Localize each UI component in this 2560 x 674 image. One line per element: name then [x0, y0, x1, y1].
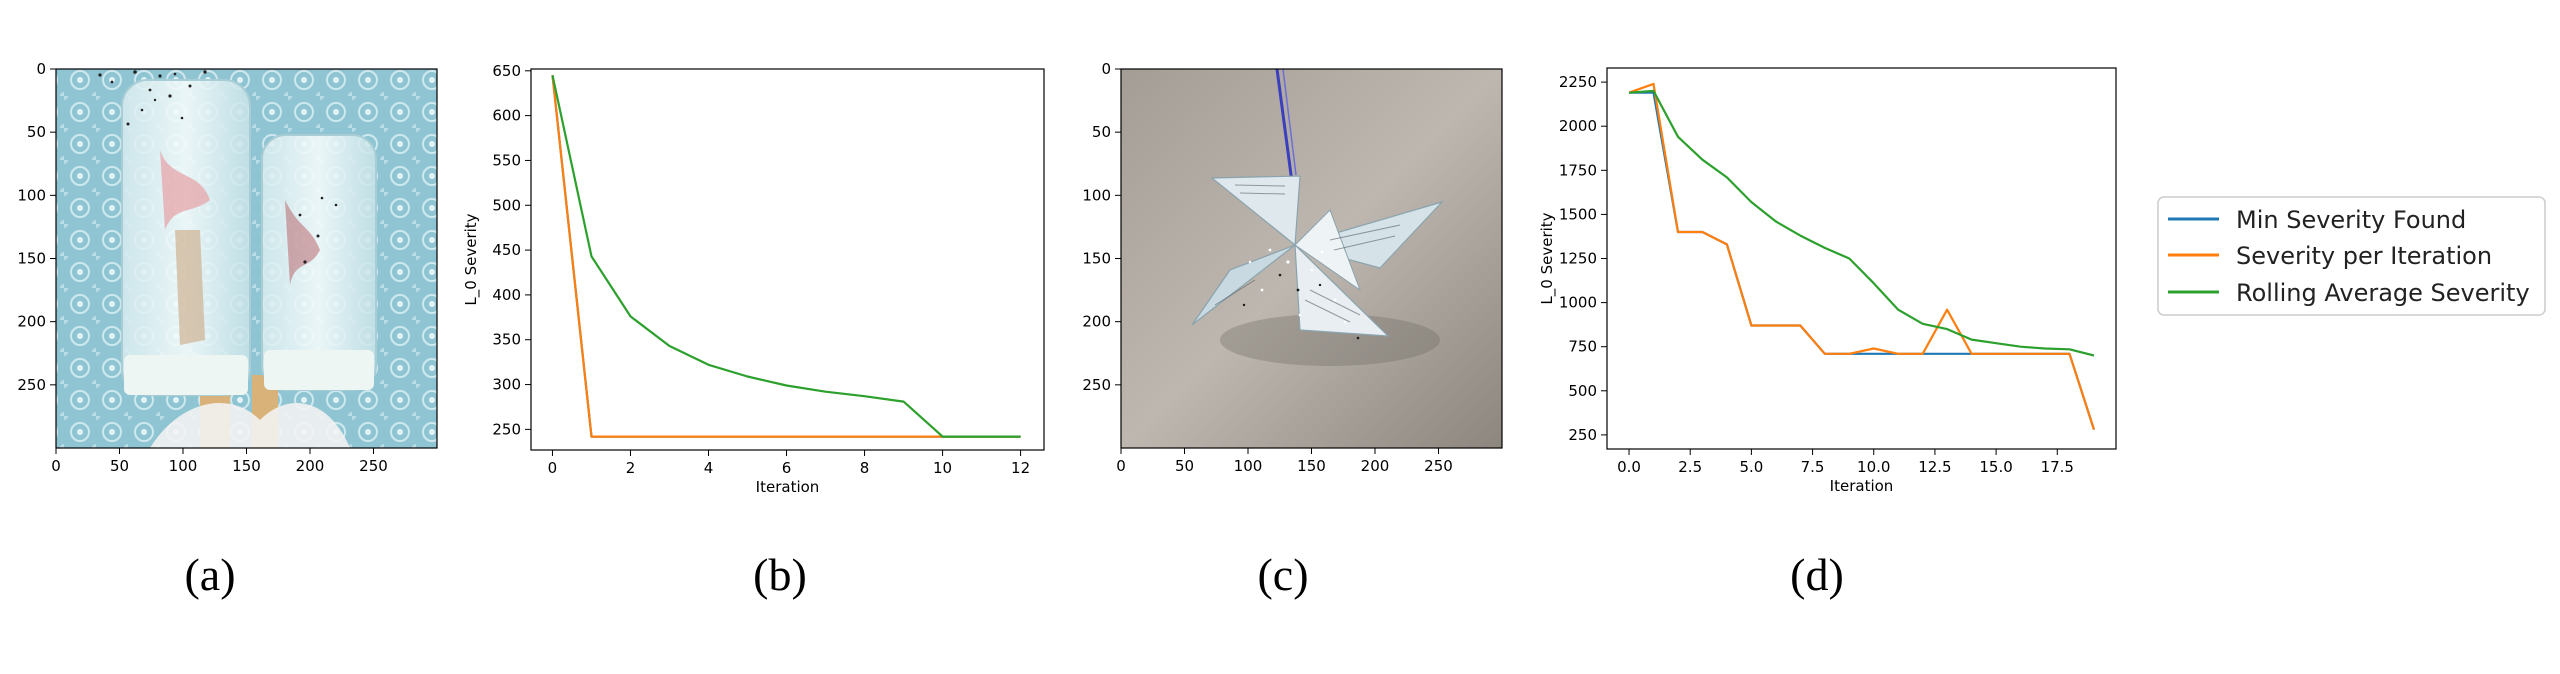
chart-b: 0 2 4 6 8 10 12 250 300 350 400 450 500 550 600 650 Iter… [462, 62, 1045, 496]
chart-b-xtick-label: 8 [860, 459, 870, 477]
image-c-ytick-label: 200 [1082, 313, 1111, 331]
image-a-ytick-label: 100 [17, 186, 46, 204]
chart-b-ylabel: L_0 Severity [462, 213, 481, 305]
chart-b-xtick-label: 12 [1011, 459, 1030, 477]
image-c-xtick-label: 150 [1297, 457, 1326, 475]
chart-b-series-rolling-average [551, 75, 1021, 438]
panel-a: 0 50 100 150 200 250 0 50 100 150 200 250 (a) [17, 60, 438, 600]
image-a-xtick-label: 250 [359, 457, 388, 475]
image-a-xtick-label: 50 [110, 457, 129, 475]
chart-b-ytick-label: 400 [492, 286, 521, 304]
image-c-ytick-label: 150 [1082, 250, 1111, 268]
panel-c: 0 50 100 150 200 250 0 50 100 150 200 250 (c) [1082, 60, 1503, 600]
chart-d-ytick-label: 500 [1568, 382, 1597, 400]
image-c-ytick-label: 50 [1092, 123, 1111, 141]
chart-d-ytick-label: 1750 [1559, 161, 1597, 179]
chart-d-ytick-label: 2000 [1559, 117, 1597, 135]
chart-d-series-rolling-average [1628, 89, 2095, 357]
chart-d-xtick-label: 12.5 [1918, 458, 1951, 476]
image-a-xtick-label: 150 [232, 457, 261, 475]
chart-d-frame [1606, 67, 2117, 450]
chart-b-ytick-label: 450 [492, 241, 521, 259]
image-a-xtick-label: 0 [51, 457, 61, 475]
chart-d-series-severity-per-iteration [1628, 82, 2096, 430]
caption-d: (d) [1790, 549, 1844, 600]
legend-item-per-iteration: Severity per Iteration [2236, 242, 2492, 270]
chart-b-xtick-label: 10 [933, 459, 952, 477]
chart-b-xtick-label: 0 [548, 459, 558, 477]
image-a-ytick-label: 50 [27, 123, 46, 141]
caption-c: (c) [1257, 549, 1308, 600]
caption-b: (b) [753, 549, 807, 600]
image-c-xtick-label: 50 [1175, 457, 1194, 475]
chart-d-ytick-label: 1500 [1559, 205, 1597, 223]
chart-d-xtick-label: 10.0 [1857, 458, 1890, 476]
chart-d: 0.0 2.5 5.0 7.5 10.0 12.5 15.0 17.5 250 500 750 100… [1538, 67, 2117, 495]
legend: Min Severity Found Severity per Iteratio… [2157, 196, 2546, 316]
chart-d-ytick-label: 750 [1568, 338, 1597, 356]
chart-d-xtick-label: 2.5 [1678, 458, 1702, 476]
chart-b-ytick-label: 550 [492, 151, 521, 169]
image-a-ytick-label: 150 [17, 250, 46, 268]
image-c-ytick-label: 0 [1101, 60, 1111, 78]
image-c-xtick-label: 100 [1234, 457, 1263, 475]
image-a-xtick-label: 200 [296, 457, 325, 475]
chart-d-xtick-label: 15.0 [1979, 458, 2012, 476]
panel-b: 0 2 4 6 8 10 12 250 300 350 400 450 500 550 600 650 Iter… [462, 62, 1045, 600]
image-a-xtick-label: 100 [169, 457, 198, 475]
image-a-ytick-label: 200 [17, 313, 46, 331]
legend-item-rolling: Rolling Average Severity [2236, 279, 2530, 307]
image-c-xtick-label: 0 [1116, 457, 1126, 475]
image-c-xtick-label: 250 [1424, 457, 1453, 475]
chart-d-ytick-label: 2250 [1559, 73, 1597, 91]
chart-d-ytick-label: 250 [1568, 426, 1597, 444]
chart-d-ylabel: L_0 Severity [1538, 212, 1557, 304]
image-c-ytick-label: 100 [1082, 186, 1111, 204]
image-a-ytick-label: 0 [36, 60, 46, 78]
chart-d-xtick-label: 5.0 [1739, 458, 1763, 476]
chart-b-ytick-label: 350 [492, 331, 521, 349]
chart-d-xtick-label: 17.5 [2041, 458, 2074, 476]
chart-b-xlabel: Iteration [756, 478, 820, 496]
panel-d: 0.0 2.5 5.0 7.5 10.0 12.5 15.0 17.5 250 500 750 100… [1538, 67, 2117, 600]
chart-b-ytick-label: 650 [492, 62, 521, 80]
chart-b-ytick-label: 500 [492, 196, 521, 214]
chart-b-ytick-label: 600 [492, 107, 521, 125]
chart-b-frame [530, 68, 1045, 451]
image-c-xtick-label: 200 [1361, 457, 1390, 475]
chart-d-ytick-label: 1250 [1559, 250, 1597, 268]
chart-b-xtick-label: 2 [626, 459, 636, 477]
chart-d-ytick-label: 1000 [1559, 294, 1597, 312]
chart-b-ytick-label: 250 [492, 420, 521, 438]
legend-box [2157, 196, 2546, 316]
chart-b-ytick-label: 300 [492, 376, 521, 394]
chart-d-xlabel: Iteration [1830, 477, 1894, 495]
image-c-ytick-label: 250 [1082, 376, 1111, 394]
image-a-popsicles [56, 69, 437, 448]
chart-d-xtick-label: 0.0 [1617, 458, 1641, 476]
chart-b-xtick-label: 4 [704, 459, 714, 477]
chart-b-xtick-label: 6 [782, 459, 792, 477]
caption-a: (a) [184, 549, 235, 600]
legend-item-min: Min Severity Found [2236, 206, 2466, 234]
chart-d-xtick-label: 7.5 [1801, 458, 1825, 476]
image-c-pinwheel [1121, 68, 1502, 448]
image-a-ytick-label: 250 [17, 376, 46, 394]
